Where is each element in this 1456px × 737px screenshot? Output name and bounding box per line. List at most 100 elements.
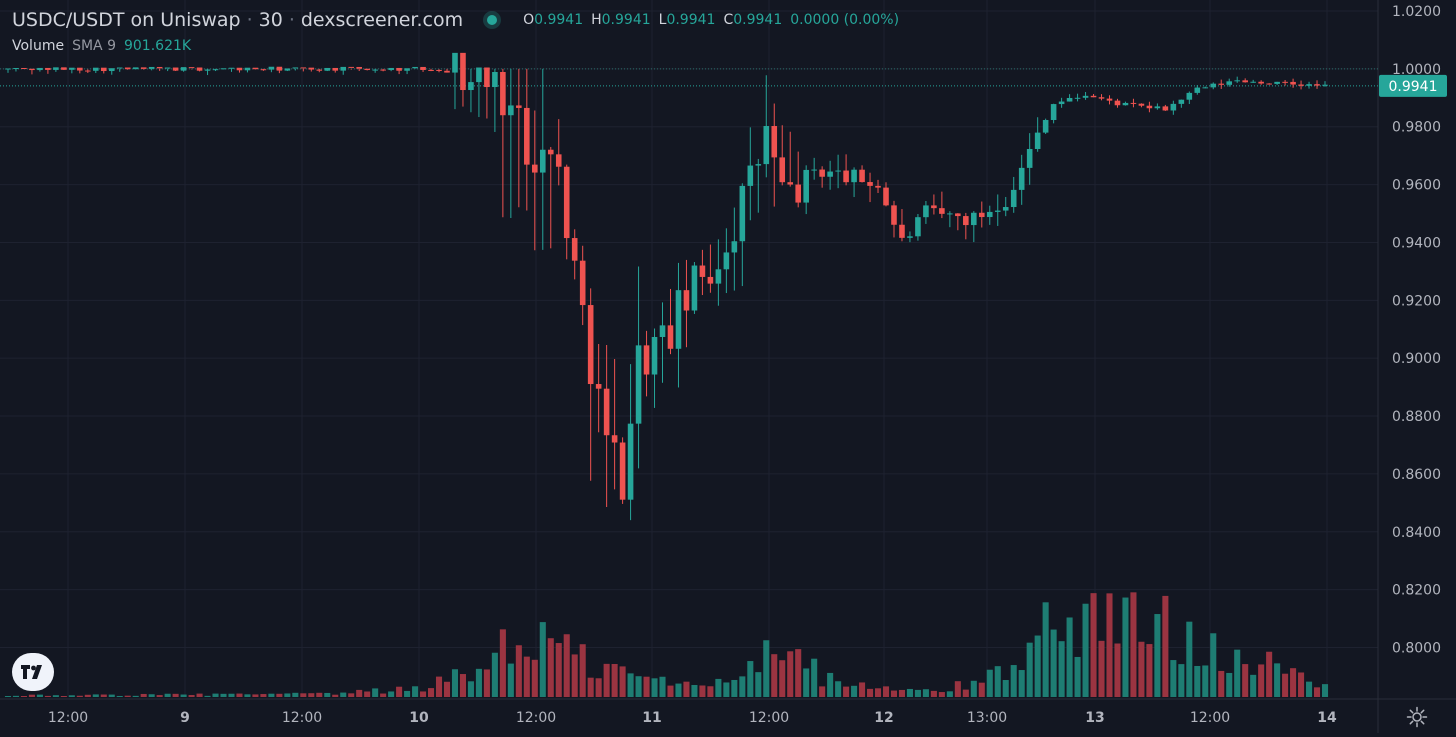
candle <box>204 68 211 76</box>
volume-bar <box>779 660 786 697</box>
volume-bar <box>906 688 913 697</box>
candle <box>212 68 219 72</box>
volume-bar <box>412 686 419 697</box>
candle <box>1266 83 1272 85</box>
volume-bar <box>52 695 59 697</box>
volume-bar <box>827 672 834 697</box>
volume-bar <box>1298 672 1305 697</box>
volume-bar <box>1010 665 1017 697</box>
candle <box>1290 78 1296 88</box>
candle <box>1074 93 1081 102</box>
volume-legend[interactable]: Volume SMA 9 901.621K <box>12 38 191 54</box>
time-tick-label: 12 <box>874 710 893 726</box>
candle <box>1066 94 1073 102</box>
volume-bar <box>731 679 738 697</box>
volume-bar <box>284 693 291 697</box>
candle <box>1106 95 1113 105</box>
volume-bar <box>356 689 363 697</box>
volume-bar <box>1066 617 1073 697</box>
volume-bar <box>882 686 890 697</box>
volume-bar <box>1282 673 1289 697</box>
volume-bar <box>1234 649 1241 697</box>
candle <box>651 328 658 408</box>
candlesticks[interactable] <box>5 52 1328 521</box>
volume-bar <box>874 688 882 697</box>
volume-sma-label: SMA 9 <box>72 38 116 54</box>
volume-bar <box>747 661 754 697</box>
candle <box>476 67 482 118</box>
volume-bar <box>787 651 794 697</box>
volume-bar <box>659 676 666 697</box>
candle <box>468 68 474 113</box>
volume-bar <box>428 688 435 697</box>
candle <box>428 68 434 72</box>
volume-bar <box>1114 643 1121 697</box>
price-axis[interactable]: 1.0200 1.0000 0.9800 0.9600 0.9400 0.9200 0.90… <box>1392 4 1441 657</box>
candle <box>516 68 522 208</box>
candle <box>228 67 235 72</box>
candle <box>891 200 897 238</box>
volume-bar <box>515 645 522 697</box>
last-price-text: 0.9941 <box>1389 79 1438 95</box>
volume-bar <box>404 690 411 697</box>
candle <box>587 288 594 481</box>
volume-bar <box>635 676 642 697</box>
volume-bar <box>1082 603 1089 697</box>
candle <box>372 68 378 73</box>
volume-bar <box>667 685 674 697</box>
volume-bar <box>587 677 594 697</box>
volume-bar <box>603 663 610 697</box>
candle <box>963 212 969 240</box>
volume-bar <box>675 683 682 697</box>
volume-bar <box>619 666 626 697</box>
candle <box>931 194 937 215</box>
volume-bar <box>308 693 315 697</box>
volume-bar <box>1202 665 1209 697</box>
volume-bar <box>1074 656 1081 697</box>
price-tick-label: 0.8000 <box>1392 641 1441 657</box>
candle <box>986 205 993 225</box>
candle <box>1242 78 1248 83</box>
candle <box>100 67 107 74</box>
volume-bar <box>1210 633 1217 697</box>
volume-bar <box>499 629 506 697</box>
tradingview-logo-icon[interactable] <box>12 653 54 691</box>
candle <box>795 151 801 208</box>
volume-bar <box>483 669 490 697</box>
price-tick-label: 0.9600 <box>1392 178 1441 194</box>
volume-bar <box>1106 593 1113 697</box>
volume-bar <box>819 686 826 697</box>
volume-bar <box>459 674 466 697</box>
interval-label[interactable]: 30 <box>258 9 283 31</box>
candle <box>811 157 817 180</box>
candle <box>851 167 857 198</box>
gear-icon[interactable] <box>1405 705 1429 729</box>
volume-bar <box>867 688 874 697</box>
candle <box>539 68 546 250</box>
volume-bar <box>1018 670 1025 697</box>
volume-bar <box>843 686 850 697</box>
volume-bar <box>1242 664 1249 697</box>
candle <box>1114 98 1121 108</box>
candle <box>484 67 490 119</box>
candle <box>547 146 554 249</box>
candle <box>555 119 562 186</box>
symbol-title[interactable]: USDC/USDT on Uniswap <box>12 9 241 31</box>
volume-bar <box>723 682 730 697</box>
time-axis[interactable]: 12:00 9 12:00 10 12:00 11 12:00 12 13:00 13 12:00 1… <box>48 710 1337 726</box>
volume-sma-value: 901.621K <box>123 38 192 54</box>
candle <box>1202 86 1209 89</box>
candle <box>739 183 746 287</box>
candle <box>124 67 131 70</box>
volume-bar <box>204 695 211 697</box>
price-tick-label: 0.9200 <box>1392 293 1441 309</box>
candle <box>939 191 945 219</box>
volume-bar <box>1290 668 1297 697</box>
candle <box>316 68 323 73</box>
candle <box>691 262 698 314</box>
volume-bar <box>563 634 570 697</box>
candle <box>619 437 626 504</box>
volume-bar <box>324 692 331 697</box>
volume-bar <box>60 696 67 697</box>
